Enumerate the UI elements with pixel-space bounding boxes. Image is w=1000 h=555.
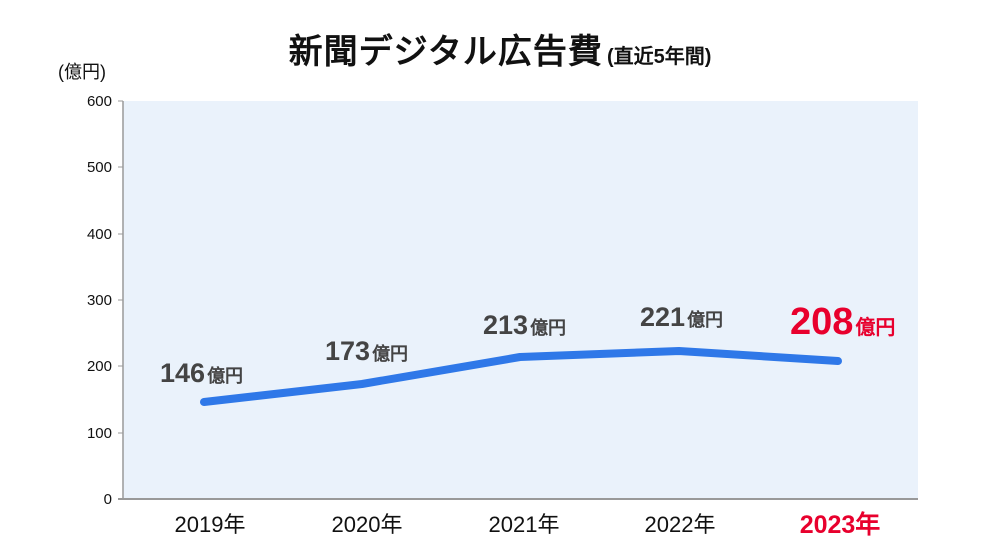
data-line <box>200 347 842 406</box>
chart-title-sub: (直近5年間) <box>606 46 712 68</box>
y-tick-300: 300 <box>87 292 112 309</box>
y-tick-200: 200 <box>87 358 112 375</box>
x-tick-2019: 2019年 <box>175 512 246 537</box>
y-tick-500: 500 <box>87 159 112 176</box>
data-label-2019: 146 億円 <box>160 358 243 388</box>
x-tick-2021: 2021年 <box>489 512 560 537</box>
data-label-2020: 173 億円 <box>325 336 408 366</box>
data-label-2023-highlight: 208 億円 <box>790 301 895 343</box>
plot-area <box>123 101 918 499</box>
y-axis-unit-label: (億円) <box>58 62 106 82</box>
y-axis-ticks: 600 500 400 300 200 100 0 <box>87 93 123 508</box>
chart-title-main: 新聞デジタル広告費 <box>288 33 603 71</box>
data-label-2021: 213 億円 <box>483 310 566 340</box>
chart-title: 新聞デジタル広告費 (直近5年間) <box>0 24 1000 73</box>
data-label-2022: 221 億円 <box>640 302 723 332</box>
x-tick-2020: 2020年 <box>332 512 403 537</box>
x-tick-2023-highlight: 2023年 <box>800 510 881 539</box>
y-tick-0: 0 <box>104 491 112 508</box>
y-tick-400: 400 <box>87 226 112 243</box>
x-tick-2022: 2022年 <box>645 512 716 537</box>
y-tick-600: 600 <box>87 93 112 110</box>
y-tick-100: 100 <box>87 425 112 442</box>
